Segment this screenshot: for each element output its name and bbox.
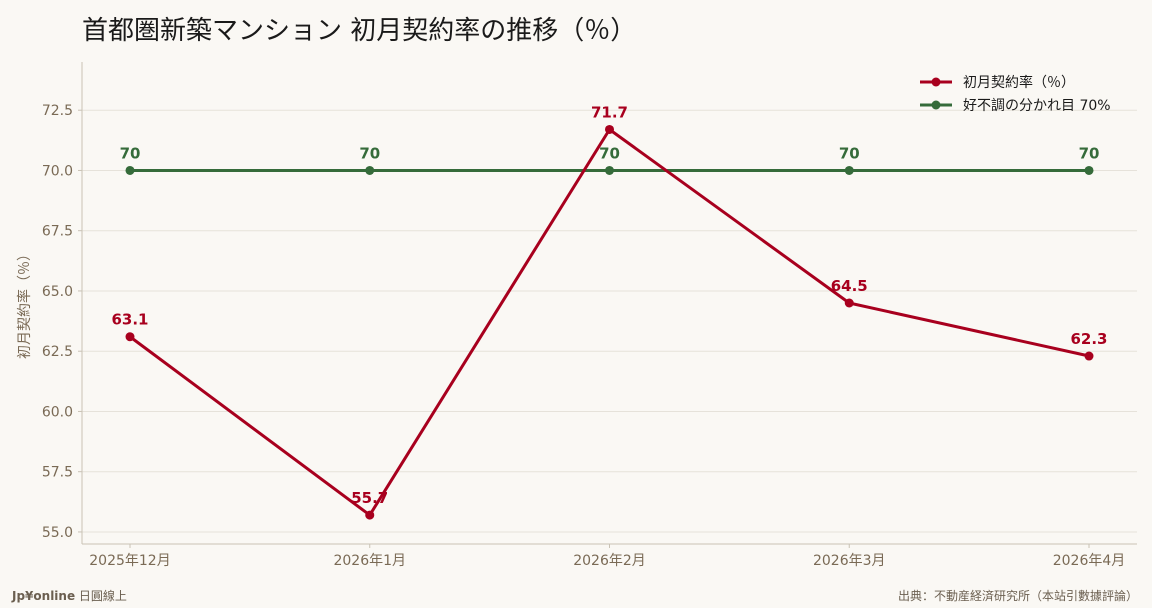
x-tick-label: 2026年4月	[1053, 553, 1126, 569]
data-point	[1084, 165, 1094, 175]
brand-watermark: Jp¥online 日圓線上	[12, 587, 127, 604]
brand-name: Jp¥online	[12, 589, 76, 603]
y-tick-label: 60.0	[42, 404, 73, 420]
data-label: 70	[120, 144, 141, 162]
data-label: 70	[359, 144, 380, 162]
legend-item: 好不調の分かれ目 70%	[920, 98, 1111, 114]
data-label: 70	[599, 144, 620, 162]
x-tick-label: 2025年12月	[89, 553, 170, 569]
data-point	[125, 332, 135, 342]
legend-label: 好不調の分かれ目 70%	[963, 98, 1111, 114]
legend-label: 初月契約率（％）	[963, 74, 1075, 91]
legend: 初月契約率（％） 好不調の分かれ目 70%	[920, 74, 1111, 114]
series-layer: 70 70 70 70 70 63.1 55.7 71.7 64.5 62.3	[111, 103, 1108, 520]
data-point	[125, 165, 135, 175]
y-tick-label: 72.5	[42, 103, 73, 119]
data-point	[365, 510, 375, 520]
chart-title: 首都圏新築マンション 初月契約率の推移（％）	[82, 16, 637, 46]
data-label: 70	[1079, 144, 1100, 162]
data-label: 64.5	[831, 277, 868, 295]
x-tick-label: 2026年2月	[573, 553, 646, 569]
legend-swatch-marker	[931, 100, 941, 110]
data-label: 71.7	[591, 103, 628, 121]
data-point	[1084, 351, 1094, 361]
source-note: 出典：不動産経済研究所（本站引數據評論）	[897, 589, 1138, 603]
data-point	[605, 124, 614, 134]
data-label: 55.7	[351, 489, 388, 507]
data-label: 70	[839, 144, 860, 162]
y-tick-label: 65.0	[42, 284, 73, 300]
x-tick-label: 2026年3月	[813, 553, 886, 569]
data-point	[844, 298, 854, 308]
series-line	[129, 127, 1090, 517]
data-label: 62.3	[1070, 330, 1107, 348]
y-tick-label: 55.0	[42, 525, 73, 541]
y-axis-title: 初月契約率（％）	[16, 247, 33, 359]
legend-item: 初月契約率（％）	[920, 74, 1075, 91]
data-point	[365, 165, 375, 175]
axes: 55.0 57.5 60.0 62.5 65.0 67.5 70.0 72.5 2025年12月…	[16, 62, 1137, 569]
y-tick-label: 67.5	[42, 224, 73, 240]
series-threshold-70: 70 70 70 70 70	[120, 144, 1100, 175]
y-tick-label: 57.5	[42, 465, 73, 481]
series-contract-rate: 63.1 55.7 71.7 64.5 62.3	[111, 103, 1108, 520]
data-label: 63.1	[111, 311, 148, 329]
legend-swatch-marker	[931, 77, 941, 87]
data-point	[844, 165, 854, 175]
data-point	[605, 165, 614, 175]
brand-subtitle: 日圓線上	[75, 589, 127, 603]
x-tick-label: 2026年1月	[333, 553, 406, 569]
y-tick-label: 70.0	[42, 163, 73, 179]
y-tick-label: 62.5	[42, 344, 73, 360]
